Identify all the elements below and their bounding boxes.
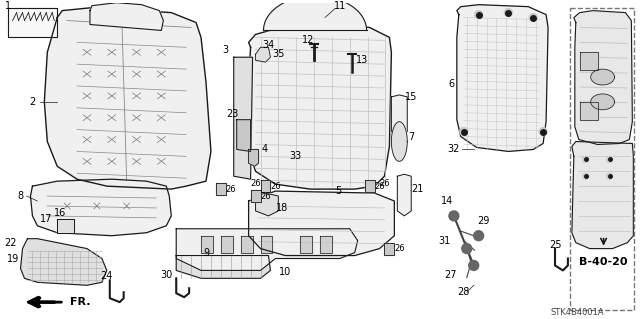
Text: 26: 26 (260, 191, 271, 201)
Text: 24: 24 (100, 271, 113, 281)
Circle shape (468, 261, 479, 271)
Polygon shape (574, 11, 632, 145)
Text: 15: 15 (405, 92, 417, 102)
Bar (570, 8, 634, 310)
Polygon shape (457, 5, 548, 152)
Circle shape (529, 14, 537, 21)
Polygon shape (320, 236, 332, 253)
Polygon shape (392, 122, 407, 161)
Text: 10: 10 (279, 267, 291, 278)
Text: 26: 26 (394, 244, 404, 253)
Polygon shape (255, 47, 271, 62)
Polygon shape (264, 0, 367, 30)
Circle shape (607, 173, 612, 179)
Text: 32: 32 (447, 145, 460, 154)
Polygon shape (221, 236, 233, 253)
Text: 2: 2 (29, 97, 36, 107)
Circle shape (583, 156, 589, 162)
Polygon shape (241, 236, 253, 253)
Circle shape (475, 11, 483, 19)
Text: 13: 13 (356, 55, 368, 65)
Polygon shape (44, 8, 211, 189)
Polygon shape (251, 190, 260, 202)
Text: 3: 3 (223, 45, 229, 55)
Polygon shape (90, 3, 163, 30)
Text: 12: 12 (302, 35, 314, 45)
Polygon shape (591, 94, 614, 110)
Polygon shape (580, 52, 598, 70)
Text: 17: 17 (40, 214, 52, 224)
Text: 1: 1 (4, 1, 11, 11)
Text: 23: 23 (227, 109, 239, 119)
Text: 35: 35 (272, 49, 285, 59)
Text: 18: 18 (276, 203, 289, 213)
Polygon shape (20, 239, 107, 285)
Polygon shape (392, 95, 407, 134)
Polygon shape (8, 8, 57, 37)
Text: 26: 26 (270, 182, 281, 191)
Text: 22: 22 (4, 238, 17, 248)
Polygon shape (397, 174, 412, 216)
Text: 4: 4 (261, 145, 268, 154)
Polygon shape (385, 243, 394, 255)
Text: 7: 7 (408, 131, 414, 142)
Circle shape (462, 244, 472, 254)
Text: 27: 27 (445, 271, 457, 280)
Text: STK4B4001A: STK4B4001A (551, 308, 605, 316)
Text: 28: 28 (458, 287, 470, 297)
Text: 26: 26 (379, 179, 390, 188)
Circle shape (539, 128, 547, 136)
Circle shape (583, 173, 589, 179)
Text: 34: 34 (262, 40, 275, 50)
Text: 6: 6 (449, 79, 455, 89)
Text: 16: 16 (54, 208, 67, 218)
Text: 9: 9 (203, 248, 209, 257)
Polygon shape (57, 219, 74, 233)
Circle shape (449, 211, 459, 221)
Text: 26: 26 (374, 182, 385, 191)
Polygon shape (248, 25, 392, 189)
Polygon shape (255, 193, 278, 216)
Circle shape (607, 156, 612, 162)
Polygon shape (234, 57, 253, 179)
Polygon shape (572, 142, 634, 249)
Text: 26: 26 (250, 179, 261, 188)
Polygon shape (237, 120, 251, 152)
Text: FR.: FR. (70, 297, 90, 307)
Text: 11: 11 (333, 1, 346, 11)
Polygon shape (365, 180, 374, 192)
Text: 14: 14 (441, 196, 453, 206)
Text: 8: 8 (17, 191, 24, 201)
Text: 33: 33 (289, 152, 301, 161)
Polygon shape (248, 191, 394, 256)
Circle shape (460, 128, 468, 136)
Polygon shape (260, 236, 273, 253)
Polygon shape (248, 149, 259, 166)
Text: 21: 21 (411, 184, 424, 194)
Polygon shape (300, 236, 312, 253)
Polygon shape (201, 236, 213, 253)
Polygon shape (31, 179, 172, 236)
Circle shape (504, 9, 513, 17)
Polygon shape (260, 180, 271, 192)
Polygon shape (591, 69, 614, 85)
Text: 5: 5 (335, 186, 341, 196)
Polygon shape (176, 229, 358, 271)
Polygon shape (580, 102, 598, 120)
Text: 30: 30 (160, 271, 172, 280)
Text: 29: 29 (477, 216, 490, 226)
Polygon shape (176, 256, 271, 278)
Text: 19: 19 (6, 254, 19, 263)
Text: 25: 25 (548, 240, 561, 250)
Text: 31: 31 (438, 236, 450, 246)
Text: 26: 26 (225, 185, 236, 194)
Text: B-40-20: B-40-20 (579, 257, 628, 267)
Circle shape (474, 231, 484, 241)
Polygon shape (216, 183, 226, 195)
